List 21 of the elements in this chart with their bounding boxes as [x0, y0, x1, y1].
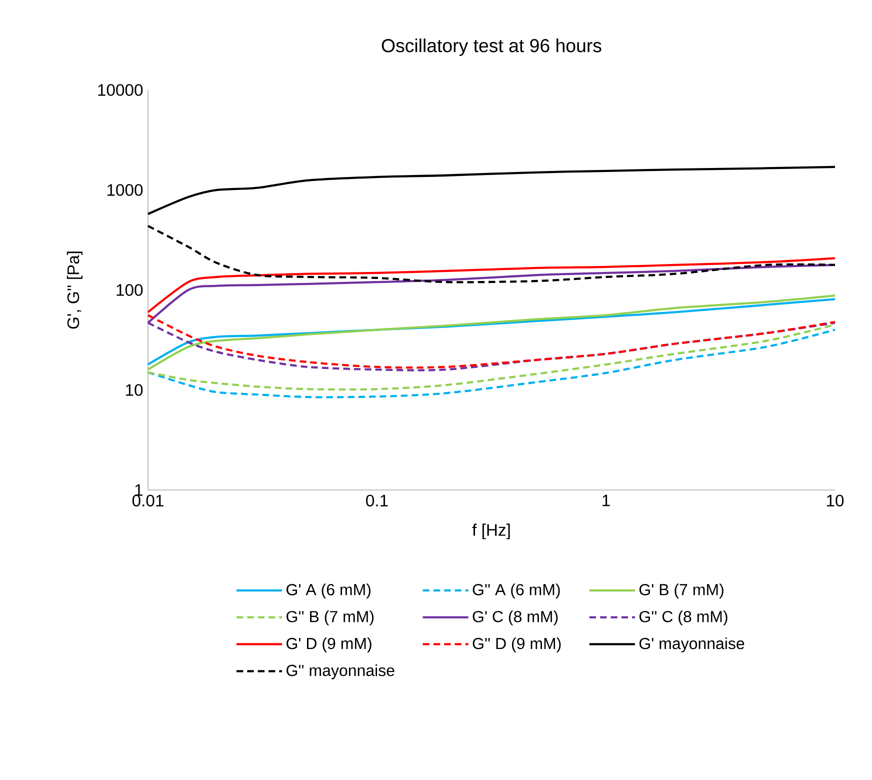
- x-tick-label: 1: [602, 494, 610, 506]
- y-tick-label: 100: [116, 284, 143, 296]
- x-axis-title: f [Hz]: [472, 524, 510, 540]
- legend-label: G' C (8 mM): [472, 610, 558, 626]
- x-tick-label: 10: [827, 494, 844, 506]
- y-tick-label: 1000: [107, 184, 143, 196]
- y-axis-title: G', G'' [Pa]: [66, 252, 82, 329]
- legend-label: G' B (7 mM): [639, 584, 724, 598]
- x-tick-label: 0.01: [132, 494, 164, 506]
- legend-label: G' D (9 mM): [286, 637, 372, 652]
- legend-label: G'' C (8 mM): [639, 610, 728, 626]
- y-tick-label: 10000: [98, 84, 143, 96]
- legend-label: G'' D (9 mM): [472, 637, 561, 652]
- chart-title: Oscillatory test at 96 hours: [382, 38, 602, 56]
- legend-label: G'' B (7 mM): [286, 610, 374, 626]
- legend-label: G'' mayonnaise: [286, 664, 394, 680]
- legend-label: G' A (6 mM): [286, 584, 370, 598]
- legend-label: G' mayonnaise: [639, 637, 744, 652]
- legend-label: G'' A (6 mM): [472, 584, 560, 598]
- x-tick-label: 0.1: [366, 494, 388, 506]
- y-tick-label: 10: [126, 384, 143, 396]
